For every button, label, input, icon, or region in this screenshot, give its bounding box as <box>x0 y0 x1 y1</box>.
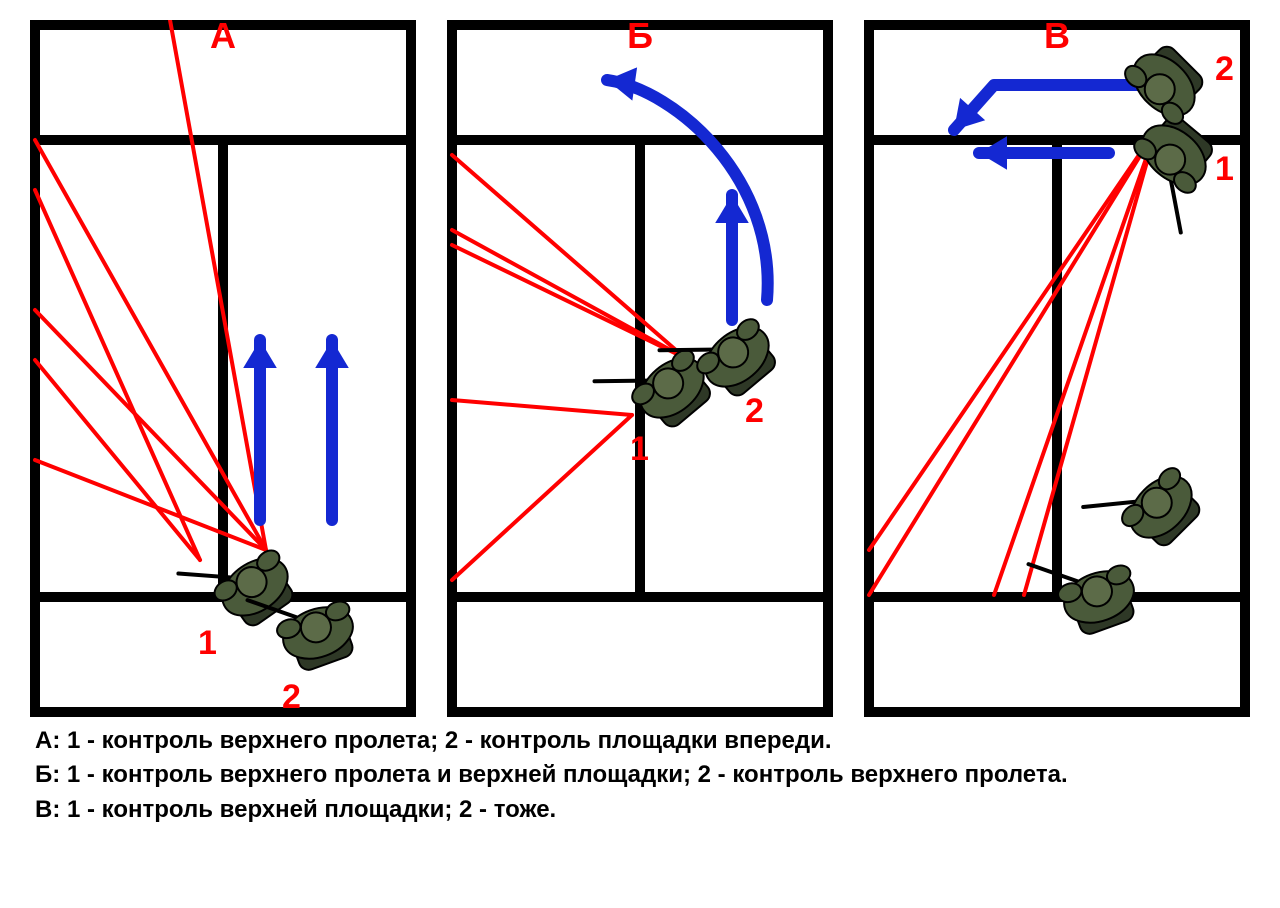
panel-svg: 12 <box>864 20 1250 717</box>
panel-title: А <box>30 15 416 57</box>
panel-title: Б <box>447 15 833 57</box>
panel-C: В12 <box>864 20 1250 717</box>
soldier-label: 1 <box>1215 150 1234 188</box>
panel-svg: 12 <box>447 20 833 717</box>
panel-svg: 12 <box>30 20 416 717</box>
panel-B: Б12 <box>447 20 833 717</box>
caption-block: А: 1 - контроль верхнего пролета; 2 - ко… <box>35 724 1068 828</box>
diagram-row: А12Б12В12 <box>0 0 1280 717</box>
soldier-icon <box>1083 441 1210 568</box>
soldier-label: 2 <box>282 678 301 716</box>
caption-line: Б: 1 - контроль верхнего пролета и верхн… <box>35 758 1068 793</box>
soldier-icon <box>1029 532 1146 646</box>
soldier-label: 1 <box>198 624 217 662</box>
soldier-label: 2 <box>745 392 764 430</box>
panel-A: А12 <box>30 20 416 717</box>
caption-line: В: 1 - контроль верхней площадки; 2 - то… <box>35 793 1068 828</box>
panel-title: В <box>864 15 1250 57</box>
caption-line: А: 1 - контроль верхнего пролета; 2 - ко… <box>35 724 1068 759</box>
soldier-label: 1 <box>630 430 649 468</box>
soldier-icon <box>595 321 722 447</box>
